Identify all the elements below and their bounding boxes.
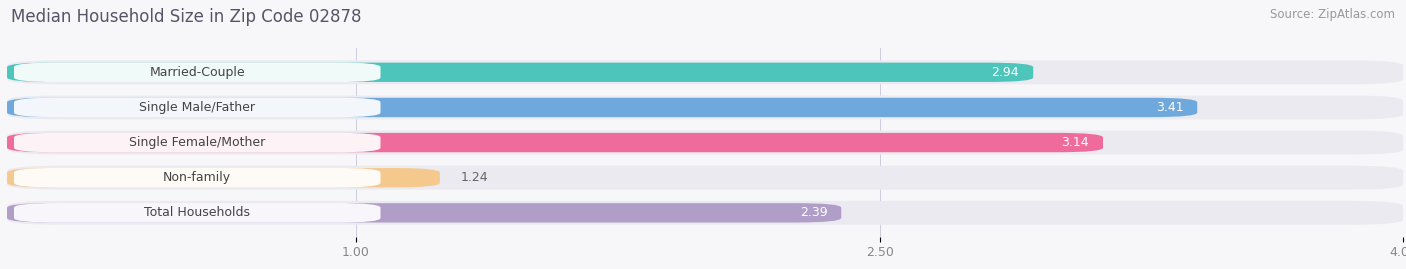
FancyBboxPatch shape <box>7 133 1104 152</box>
FancyBboxPatch shape <box>7 201 1403 225</box>
FancyBboxPatch shape <box>14 168 381 187</box>
Text: 3.41: 3.41 <box>1156 101 1184 114</box>
FancyBboxPatch shape <box>14 98 381 117</box>
FancyBboxPatch shape <box>7 60 1403 84</box>
FancyBboxPatch shape <box>7 168 440 187</box>
FancyBboxPatch shape <box>7 131 1403 154</box>
Text: 2.39: 2.39 <box>800 206 827 219</box>
Text: Non-family: Non-family <box>163 171 232 184</box>
FancyBboxPatch shape <box>7 166 1403 190</box>
FancyBboxPatch shape <box>7 203 841 222</box>
Text: 3.14: 3.14 <box>1062 136 1090 149</box>
Text: Total Households: Total Households <box>145 206 250 219</box>
Text: Single Female/Mother: Single Female/Mother <box>129 136 266 149</box>
Text: Married-Couple: Married-Couple <box>149 66 245 79</box>
Text: 2.94: 2.94 <box>991 66 1019 79</box>
FancyBboxPatch shape <box>7 95 1403 119</box>
FancyBboxPatch shape <box>14 133 381 152</box>
FancyBboxPatch shape <box>14 203 381 223</box>
FancyBboxPatch shape <box>7 63 1033 82</box>
FancyBboxPatch shape <box>14 62 381 82</box>
Text: Median Household Size in Zip Code 02878: Median Household Size in Zip Code 02878 <box>11 8 361 26</box>
Text: Single Male/Father: Single Male/Father <box>139 101 256 114</box>
FancyBboxPatch shape <box>7 98 1198 117</box>
Text: 1.24: 1.24 <box>461 171 488 184</box>
Text: Source: ZipAtlas.com: Source: ZipAtlas.com <box>1270 8 1395 21</box>
